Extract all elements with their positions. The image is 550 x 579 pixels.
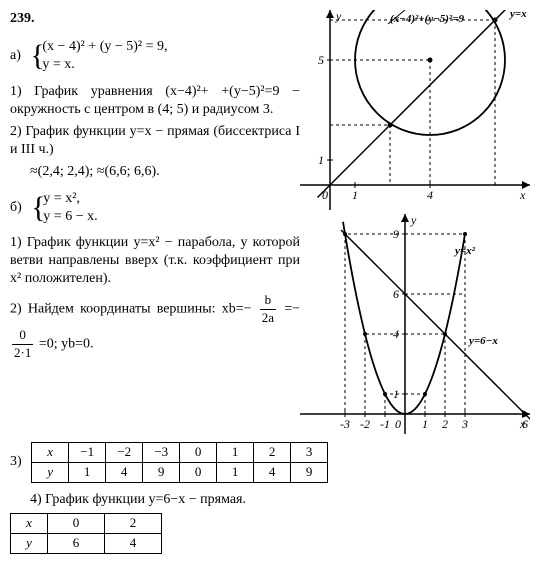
system-b: { y = x², y = 6 − x. bbox=[31, 190, 97, 226]
step1a: 1) График уравнения (x−4)²+ +(y−5)²=9 − … bbox=[10, 83, 300, 119]
frac1: b 2a bbox=[260, 292, 276, 327]
chart-circle-line: 14150xy(x−4)²+(y−5)²=9y=x bbox=[300, 10, 530, 210]
table-cell: 4 bbox=[106, 462, 143, 482]
approx-a: ≈(2,4; 2,4); ≈(6,6; 6,6). bbox=[30, 163, 300, 181]
table-cell: 3 bbox=[291, 443, 328, 463]
eq-b2: y = 6 − x. bbox=[43, 208, 97, 226]
brace-icon: { bbox=[30, 38, 44, 74]
table-cell: 0 bbox=[180, 462, 217, 482]
table-cell: 0 bbox=[180, 443, 217, 463]
table-cell: −1 bbox=[69, 443, 106, 463]
system-a: { (x − 4)² + (y − 5)² = 9, y = x. bbox=[30, 38, 167, 74]
table3-label: 3) bbox=[10, 454, 22, 469]
frac2-den: 2·1 bbox=[12, 345, 33, 362]
svg-text:x: x bbox=[519, 417, 526, 431]
table-cell: 9 bbox=[143, 462, 180, 482]
eq-a2: y = x. bbox=[42, 56, 167, 74]
svg-text:3: 3 bbox=[461, 417, 468, 431]
table-cell: 4 bbox=[105, 533, 162, 553]
step4b: 4) График функции y=6−x − прямая. bbox=[30, 491, 540, 509]
svg-text:y=x: y=x bbox=[508, 10, 527, 20]
eq-a1: (x − 4)² + (y − 5)² = 9, bbox=[42, 38, 167, 56]
table-cell: y bbox=[11, 533, 48, 553]
part-a: a) { (x − 4)² + (y − 5)² = 9, y = x. bbox=[10, 34, 300, 78]
svg-text:5: 5 bbox=[318, 53, 324, 67]
svg-text:6: 6 bbox=[393, 287, 399, 301]
step2a: 2) График функции y=x − прямая (биссектр… bbox=[10, 123, 300, 159]
table-cell: 0 bbox=[48, 513, 105, 533]
eq-b1: y = x², bbox=[43, 190, 97, 208]
part-b: б) { y = x², y = 6 − x. bbox=[10, 186, 300, 230]
table-cell: 4 bbox=[254, 462, 291, 482]
svg-text:2: 2 bbox=[442, 417, 448, 431]
step1b: 1) График функции y=x² − парабола, у кот… bbox=[10, 234, 300, 289]
svg-text:y=6−x: y=6−x bbox=[467, 335, 498, 347]
svg-text:y: y bbox=[335, 10, 342, 23]
svg-text:y=x²: y=x² bbox=[453, 245, 476, 257]
frac1-den: 2a bbox=[260, 310, 276, 327]
step2b-mid2: =0; yb=0. bbox=[39, 337, 94, 352]
frac1-num: b bbox=[260, 292, 276, 310]
part-b-label: б) bbox=[10, 199, 22, 217]
step2b: 2) Найдем координаты вершины: xb=− b 2a … bbox=[10, 292, 300, 362]
part-a-label: a) bbox=[10, 47, 21, 65]
svg-text:-2: -2 bbox=[360, 417, 370, 431]
table-cell: 9 bbox=[291, 462, 328, 482]
chart-parabola-line: -3-2-1123614690xyy=x²y=6−x bbox=[300, 214, 530, 434]
table-cell: −2 bbox=[106, 443, 143, 463]
svg-text:(x−4)²+(y−5)²=9: (x−4)²+(y−5)²=9 bbox=[390, 13, 464, 25]
table-cell: y bbox=[32, 462, 69, 482]
table-cell: 1 bbox=[217, 462, 254, 482]
svg-text:1: 1 bbox=[422, 417, 428, 431]
svg-text:4: 4 bbox=[427, 188, 433, 202]
svg-text:1: 1 bbox=[318, 153, 324, 167]
frac2: 0 2·1 bbox=[12, 327, 33, 362]
table-cell: x bbox=[32, 443, 69, 463]
svg-text:0: 0 bbox=[395, 417, 401, 431]
svg-text:y: y bbox=[410, 214, 417, 227]
table-cell: 6 bbox=[48, 533, 105, 553]
table-cell: −3 bbox=[143, 443, 180, 463]
step2b-prefix: 2) Найдем координаты вершины: xb=− bbox=[10, 302, 252, 317]
table-cell: 2 bbox=[254, 443, 291, 463]
svg-text:x: x bbox=[519, 188, 526, 202]
frac2-num: 0 bbox=[12, 327, 33, 345]
table4: x02 y64 bbox=[10, 513, 162, 554]
table-cell: x bbox=[11, 513, 48, 533]
table3-wrap: 3) x−1−2−30123y1490149 bbox=[10, 438, 540, 487]
svg-text:-3: -3 bbox=[340, 417, 350, 431]
table3: x−1−2−30123y1490149 bbox=[31, 442, 328, 483]
svg-text:1: 1 bbox=[352, 188, 358, 202]
svg-text:-1: -1 bbox=[380, 417, 390, 431]
problem-number: 239. bbox=[10, 10, 300, 28]
step2b-mid1: =− bbox=[284, 302, 300, 317]
table-cell: 1 bbox=[217, 443, 254, 463]
table-cell: 2 bbox=[105, 513, 162, 533]
brace-icon: { bbox=[31, 190, 45, 226]
table-cell: 1 bbox=[69, 462, 106, 482]
